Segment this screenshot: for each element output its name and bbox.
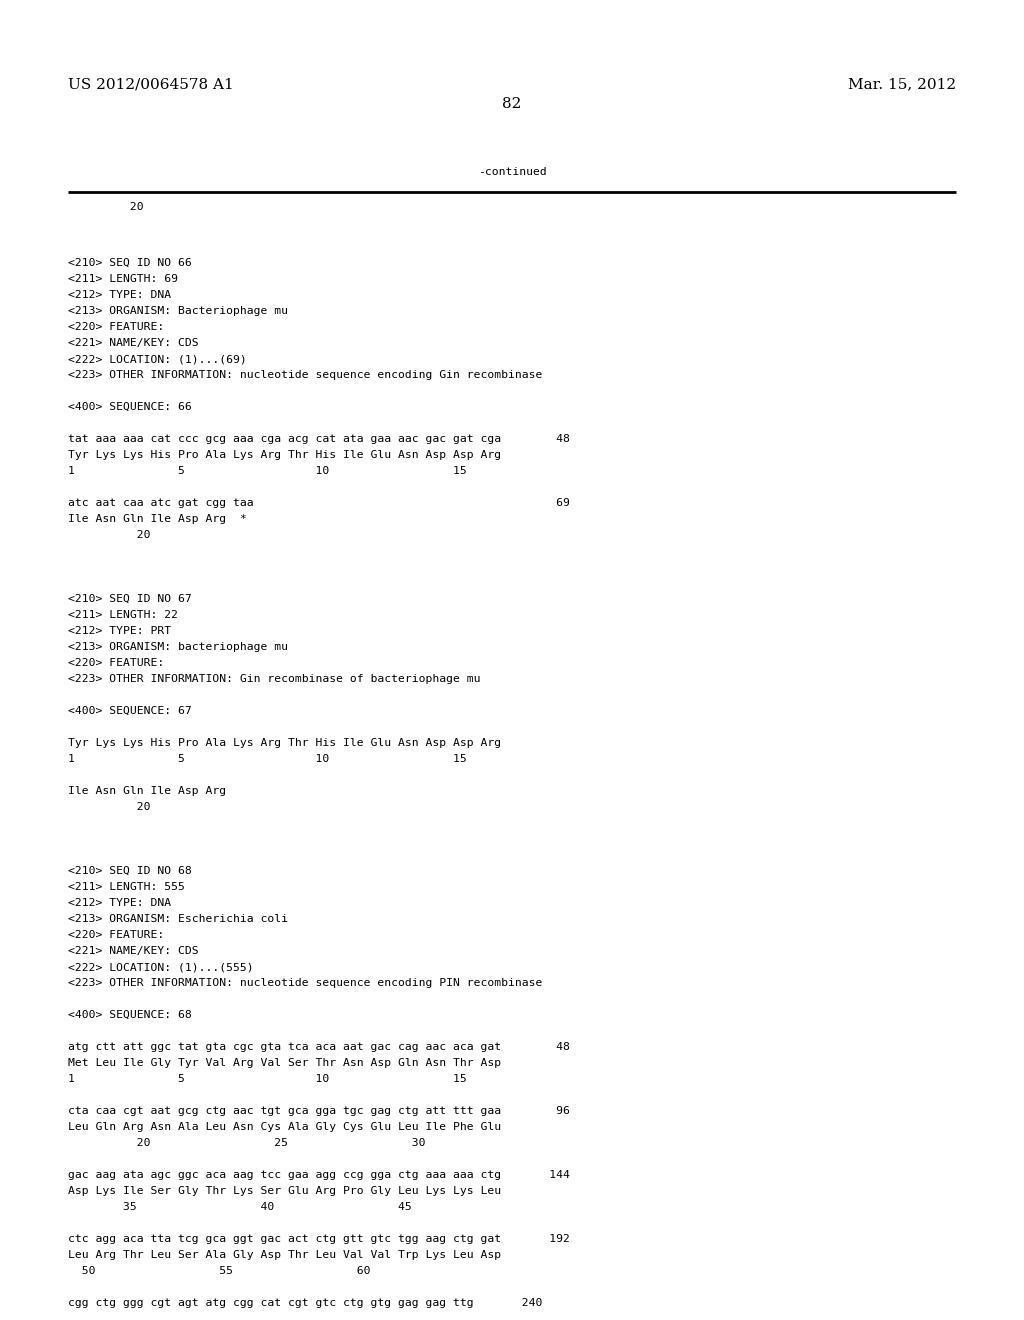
Text: <220> FEATURE:: <220> FEATURE: (68, 931, 164, 940)
Text: cta caa cgt aat gcg ctg aac tgt gca gga tgc gag ctg att ttt gaa        96: cta caa cgt aat gcg ctg aac tgt gca gga … (68, 1106, 570, 1115)
Text: Ile Asn Gln Ile Asp Arg: Ile Asn Gln Ile Asp Arg (68, 785, 226, 796)
Text: <211> LENGTH: 555: <211> LENGTH: 555 (68, 882, 185, 892)
Text: <222> LOCATION: (1)...(555): <222> LOCATION: (1)...(555) (68, 962, 254, 972)
Text: 50                  55                  60: 50 55 60 (68, 1266, 371, 1276)
Text: gac aag ata agc ggc aca aag tcc gaa agg ccg gga ctg aaa aaa ctg       144: gac aag ata agc ggc aca aag tcc gaa agg … (68, 1170, 570, 1180)
Text: <221> NAME/KEY: CDS: <221> NAME/KEY: CDS (68, 946, 199, 956)
Text: <212> TYPE: PRT: <212> TYPE: PRT (68, 626, 171, 636)
Text: 35                  40                  45: 35 40 45 (68, 1203, 412, 1212)
Text: Asp Lys Ile Ser Gly Thr Lys Ser Glu Arg Pro Gly Leu Lys Lys Leu: Asp Lys Ile Ser Gly Thr Lys Ser Glu Arg … (68, 1185, 501, 1196)
Text: <211> LENGTH: 69: <211> LENGTH: 69 (68, 275, 178, 284)
Text: <223> OTHER INFORMATION: nucleotide sequence encoding PIN recombinase: <223> OTHER INFORMATION: nucleotide sequ… (68, 978, 543, 987)
Text: US 2012/0064578 A1: US 2012/0064578 A1 (68, 77, 233, 91)
Text: <213> ORGANISM: Bacteriophage mu: <213> ORGANISM: Bacteriophage mu (68, 306, 288, 315)
Text: <211> LENGTH: 22: <211> LENGTH: 22 (68, 610, 178, 620)
Text: <210> SEQ ID NO 67: <210> SEQ ID NO 67 (68, 594, 191, 605)
Text: Tyr Lys Lys His Pro Ala Lys Arg Thr His Ile Glu Asn Asp Asp Arg: Tyr Lys Lys His Pro Ala Lys Arg Thr His … (68, 738, 501, 748)
Text: Mar. 15, 2012: Mar. 15, 2012 (848, 77, 956, 91)
Text: <221> NAME/KEY: CDS: <221> NAME/KEY: CDS (68, 338, 199, 348)
Text: <400> SEQUENCE: 67: <400> SEQUENCE: 67 (68, 706, 191, 715)
Text: Ile Asn Gln Ile Asp Arg  *: Ile Asn Gln Ile Asp Arg * (68, 513, 247, 524)
Text: 20: 20 (68, 202, 143, 213)
Text: atg ctt att ggc tat gta cgc gta tca aca aat gac cag aac aca gat        48: atg ctt att ggc tat gta cgc gta tca aca … (68, 1041, 570, 1052)
Text: Met Leu Ile Gly Tyr Val Arg Val Ser Thr Asn Asp Gln Asn Thr Asp: Met Leu Ile Gly Tyr Val Arg Val Ser Thr … (68, 1059, 501, 1068)
Text: 1               5                   10                  15: 1 5 10 15 (68, 1074, 467, 1084)
Text: 20: 20 (68, 531, 151, 540)
Text: ctc agg aca tta tcg gca ggt gac act ctg gtt gtc tgg aag ctg gat       192: ctc agg aca tta tcg gca ggt gac act ctg … (68, 1234, 570, 1243)
Text: <213> ORGANISM: bacteriophage mu: <213> ORGANISM: bacteriophage mu (68, 642, 288, 652)
Text: Leu Gln Arg Asn Ala Leu Asn Cys Ala Gly Cys Glu Leu Ile Phe Glu: Leu Gln Arg Asn Ala Leu Asn Cys Ala Gly … (68, 1122, 501, 1133)
Text: <210> SEQ ID NO 68: <210> SEQ ID NO 68 (68, 866, 191, 876)
Text: <223> OTHER INFORMATION: Gin recombinase of bacteriophage mu: <223> OTHER INFORMATION: Gin recombinase… (68, 675, 480, 684)
Text: 1               5                   10                  15: 1 5 10 15 (68, 754, 467, 764)
Text: <400> SEQUENCE: 66: <400> SEQUENCE: 66 (68, 403, 191, 412)
Text: <212> TYPE: DNA: <212> TYPE: DNA (68, 290, 171, 300)
Text: atc aat caa atc gat cgg taa                                            69: atc aat caa atc gat cgg taa 69 (68, 498, 570, 508)
Text: <223> OTHER INFORMATION: nucleotide sequence encoding Gin recombinase: <223> OTHER INFORMATION: nucleotide sequ… (68, 370, 543, 380)
Text: <400> SEQUENCE: 68: <400> SEQUENCE: 68 (68, 1010, 191, 1020)
Text: Tyr Lys Lys His Pro Ala Lys Arg Thr His Ile Glu Asn Asp Asp Arg: Tyr Lys Lys His Pro Ala Lys Arg Thr His … (68, 450, 501, 459)
Text: 82: 82 (503, 96, 521, 111)
Text: 1               5                   10                  15: 1 5 10 15 (68, 466, 467, 477)
Text: Leu Arg Thr Leu Ser Ala Gly Asp Thr Leu Val Val Trp Lys Leu Asp: Leu Arg Thr Leu Ser Ala Gly Asp Thr Leu … (68, 1250, 501, 1261)
Text: -continued: -continued (477, 168, 547, 177)
Text: <220> FEATURE:: <220> FEATURE: (68, 322, 164, 333)
Text: <222> LOCATION: (1)...(69): <222> LOCATION: (1)...(69) (68, 354, 247, 364)
Text: cgg ctg ggg cgt agt atg cgg cat cgt gtc ctg gtg gag gag ttg       240: cgg ctg ggg cgt agt atg cgg cat cgt gtc … (68, 1298, 543, 1308)
Text: <213> ORGANISM: Escherichia coli: <213> ORGANISM: Escherichia coli (68, 913, 288, 924)
Text: <210> SEQ ID NO 66: <210> SEQ ID NO 66 (68, 257, 191, 268)
Text: tat aaa aaa cat ccc gcg aaa cga acg cat ata gaa aac gac gat cga        48: tat aaa aaa cat ccc gcg aaa cga acg cat … (68, 434, 570, 444)
Text: <212> TYPE: DNA: <212> TYPE: DNA (68, 898, 171, 908)
Text: <220> FEATURE:: <220> FEATURE: (68, 657, 164, 668)
Text: 20                  25                  30: 20 25 30 (68, 1138, 426, 1148)
Text: 20: 20 (68, 803, 151, 812)
